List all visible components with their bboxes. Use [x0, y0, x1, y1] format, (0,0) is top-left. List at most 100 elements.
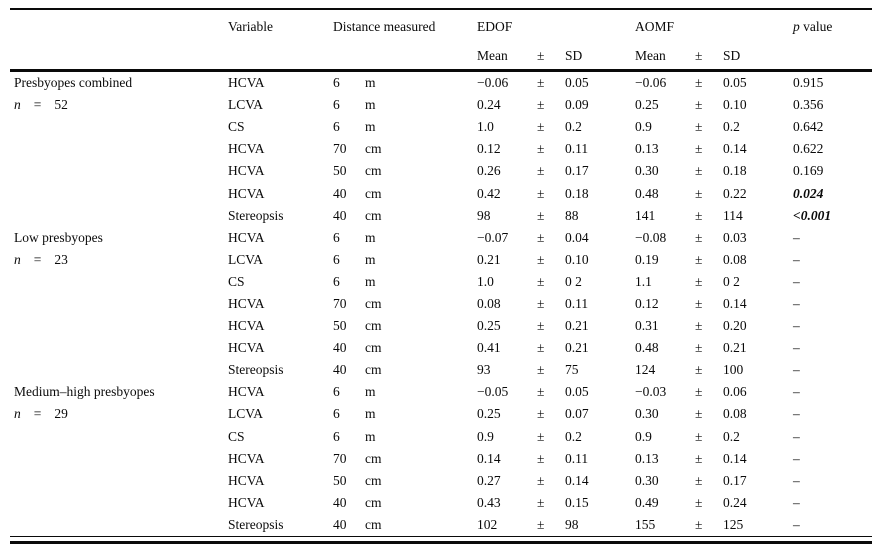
edof-sd: 0.14: [565, 472, 589, 488]
table-row: Stereopsis 40 cm 93 ±75 124 ±100 –: [10, 359, 872, 381]
aomf-mean: 0.19: [635, 251, 659, 267]
plus-minus-sign: ±: [695, 450, 703, 466]
table-row: HCVA 50 cm 0.25 ±0.21 0.31 ±0.20 –: [10, 315, 872, 337]
aomf-cell: 0.49 ±0.24: [635, 495, 793, 511]
plus-minus-sign: ±: [537, 163, 545, 179]
edof-sd: 0.05: [565, 75, 589, 91]
plus-minus-sign: ±: [537, 75, 545, 91]
p-value-cell: –: [793, 251, 800, 267]
edof-sd: 0.17: [565, 163, 589, 179]
edof-mean: 0.9: [477, 428, 494, 444]
col-header-distance-label: Distance measured: [333, 18, 436, 34]
distance-unit: m: [365, 229, 376, 245]
table-row: HCVA 70 cm 0.12 ±0.11 0.13 ±0.14 0.622: [10, 138, 872, 160]
plus-minus-sign: ±: [695, 273, 703, 289]
col-header-edof: EDOF: [477, 19, 635, 35]
aomf-sd: 0.18: [723, 163, 747, 179]
n-symbol: n: [14, 97, 21, 113]
aomf-sd: 125: [723, 516, 744, 532]
plus-minus-sign: ±: [537, 273, 545, 289]
distance-value: 6: [333, 97, 340, 113]
aomf-mean: 0.48: [635, 340, 659, 356]
aomf-sd: 0.2: [723, 428, 740, 444]
table-header-row-1: Variable Distance measured EDOF AOMF p v…: [10, 10, 872, 43]
aomf-cell: −0.08 ±0.03: [635, 230, 793, 246]
edof-cell: 0.25 ±0.21: [477, 318, 635, 334]
variable-cell: Stereopsis: [228, 516, 284, 532]
plus-minus-sign: ±: [537, 450, 545, 466]
table-top-rule: [10, 8, 872, 10]
aomf-cell: −0.06 ±0.05: [635, 75, 793, 91]
edof-sd: 0 2: [565, 273, 582, 289]
plus-minus-sign: ±: [695, 185, 703, 201]
aomf-mean: 0.25: [635, 97, 659, 113]
plus-minus-sign: ±: [695, 141, 703, 157]
edof-mean: 0.24: [477, 97, 501, 113]
distance-value: 6: [333, 119, 340, 135]
aomf-cell: 0.9 ±0.2: [635, 429, 793, 445]
edof-cell: 93 ±75: [477, 362, 635, 378]
table-row: HCVA 50 cm 0.26 ±0.17 0.30 ±0.18 0.169: [10, 160, 872, 182]
p-value-cell: <0.001: [793, 207, 832, 223]
edof-sd: 98: [565, 516, 579, 532]
variable-cell: Stereopsis: [228, 362, 284, 378]
aomf-cell: 0.30 ±0.18: [635, 163, 793, 179]
distance-value: 50: [333, 472, 347, 488]
aomf-sd: 0.14: [723, 295, 747, 311]
table-row: CS 6 m 1.0 ±0.2 0.9 ±0.2 0.642: [10, 116, 872, 138]
table-row: HCVA 40 cm 0.43 ±0.15 0.49 ±0.24 –: [10, 492, 872, 514]
distance-unit: cm: [365, 141, 382, 157]
edof-mean: 93: [477, 362, 491, 378]
distance-unit: cm: [365, 163, 382, 179]
edof-sd-label: SD: [565, 48, 583, 63]
aomf-cell: 0.30 ±0.08: [635, 406, 793, 422]
col-header-variable: Variable: [228, 18, 273, 34]
edof-cell: 0.26 ±0.17: [477, 163, 635, 179]
plus-minus-sign: ±: [537, 119, 545, 135]
distance-value: 70: [333, 141, 347, 157]
p-value-cell: –: [793, 494, 800, 510]
edof-mean: −0.07: [477, 229, 509, 245]
aomf-cell: 0.48 ±0.21: [635, 340, 793, 356]
table-row: HCVA 40 cm 0.41 ±0.21 0.48 ±0.21 –: [10, 337, 872, 359]
distance-unit: cm: [365, 295, 382, 311]
edof-cell: 0.25 ±0.07: [477, 406, 635, 422]
distance-value: 70: [333, 295, 347, 311]
aomf-cell: 0.9 ±0.2: [635, 119, 793, 135]
p-value-cell: –: [793, 472, 800, 488]
edof-cell: 0.43 ±0.15: [477, 495, 635, 511]
distance-unit: cm: [365, 494, 382, 510]
aomf-subheader: Mean ± SD: [635, 48, 793, 64]
edof-mean: 1.0: [477, 119, 494, 135]
table-row: Medium–high presbyopes HCVA 6 m −0.05 ±0.05 −0…: [10, 381, 872, 403]
edof-cell: 1.0 ±0 2: [477, 274, 635, 290]
distance-cell: 40 cm: [333, 362, 477, 378]
plus-minus-sign: ±: [695, 340, 703, 356]
plus-minus-sign: ±: [695, 384, 703, 400]
aomf-sd: 100: [723, 362, 744, 378]
n-count: 29: [54, 406, 68, 422]
variable-cell: LCVA: [228, 251, 264, 267]
aomf-cell: 0.12 ±0.14: [635, 296, 793, 312]
aomf-mean: 1.1: [635, 273, 652, 289]
edof-sd: 0.11: [565, 141, 589, 157]
edof-cell: 0.14 ±0.11: [477, 451, 635, 467]
p-value-cell: –: [793, 362, 800, 378]
distance-unit: cm: [365, 516, 382, 532]
variable-cell: HCVA: [228, 163, 265, 179]
edof-sd: 0.05: [565, 384, 589, 400]
table-row: HCVA 70 cm 0.14 ±0.11 0.13 ±0.14 –: [10, 448, 872, 470]
p-value-cell: –: [793, 340, 800, 356]
aomf-mean: 0.30: [635, 472, 659, 488]
n-count: 23: [54, 251, 68, 267]
variable-cell: CS: [228, 273, 245, 289]
p-value-cell: –: [793, 273, 800, 289]
p-value-cell: 0.024: [793, 185, 824, 201]
edof-sd: 0.04: [565, 229, 589, 245]
distance-unit: m: [365, 384, 376, 400]
distance-cell: 40 cm: [333, 340, 477, 356]
